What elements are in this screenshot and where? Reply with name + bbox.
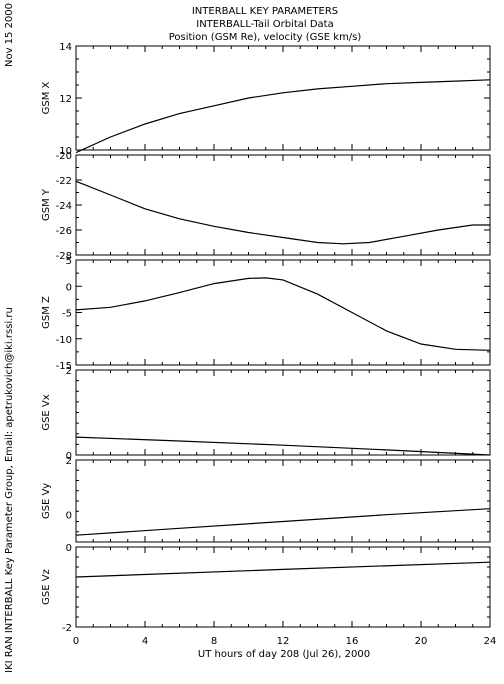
y-tick-label: 14 xyxy=(59,42,72,53)
x-tick-label: 20 xyxy=(415,636,428,647)
series-line xyxy=(75,508,491,536)
y-axis-label: GSE Vz xyxy=(41,569,52,605)
x-tick-label: 4 xyxy=(142,636,148,647)
y-tick-label: 0 xyxy=(66,543,72,554)
y-tick-label: 2 xyxy=(66,456,72,467)
x-axis-label: UT hours of day 208 (Jul 26), 2000 xyxy=(198,649,370,660)
panel-frame xyxy=(75,459,491,543)
y-tick-label: -28 xyxy=(56,251,72,262)
series-line xyxy=(75,277,491,351)
y-tick-label: -20 xyxy=(56,151,72,162)
y-tick-label: 10 xyxy=(59,146,72,157)
y-tick-label: 12 xyxy=(59,94,72,105)
y-tick-label: -22 xyxy=(56,176,72,187)
title-line-2: INTERBALL-Tail Orbital Data xyxy=(196,19,333,30)
x-tick-label: 16 xyxy=(346,636,359,647)
y-tick-label: 0 xyxy=(66,451,72,462)
panel-5: 0 2 GSE Vy xyxy=(41,456,491,543)
title-line-1: INTERBALL KEY PARAMETERS xyxy=(192,6,338,17)
panel-4: 0 2 GSE Vx xyxy=(41,366,491,462)
series-line xyxy=(75,79,491,154)
y-axis-label: GSM Z xyxy=(41,296,52,329)
panel-3: -15 -10 -5 0 5 GSM Z xyxy=(41,256,491,372)
y-tick-label: -5 xyxy=(62,309,72,320)
panel-6: -2 0 GSE Vz xyxy=(41,543,491,634)
panel-frame xyxy=(75,369,491,456)
x-tick-label: 12 xyxy=(277,636,290,647)
series-line xyxy=(75,180,490,245)
panel-frame xyxy=(75,154,491,256)
y-tick-label: -10 xyxy=(56,335,72,346)
y-axis-label: GSM Y xyxy=(41,188,52,221)
y-axis-label: GSE Vy xyxy=(41,483,52,519)
y-tick-label: 5 xyxy=(66,256,72,267)
x-tick-label: 8 xyxy=(211,636,217,647)
series-line xyxy=(75,561,491,578)
y-tick-label: 0 xyxy=(66,511,72,522)
y-axis-label: GSM X xyxy=(41,81,52,114)
y-tick-label: -2 xyxy=(62,623,72,634)
y-tick-label: -24 xyxy=(56,201,72,212)
series-line xyxy=(75,436,491,456)
side-date-label: Nov 15 2000 xyxy=(4,3,15,67)
y-tick-label: -26 xyxy=(56,226,72,237)
title-line-3: Position (GSM Re), velocity (GSE km/s) xyxy=(169,32,362,43)
y-tick-label: -15 xyxy=(56,361,72,372)
side-credit-label: IKI RAN INTERBALL Key Parameter Group, E… xyxy=(4,307,15,673)
panel-frame xyxy=(75,546,491,628)
figure-title: INTERBALL KEY PARAMETERS INTERBALL-Tail … xyxy=(169,6,362,43)
panel-1: 10 12 14 GSM X xyxy=(41,42,491,157)
panel-frame xyxy=(75,259,491,366)
y-axis-label: GSE Vx xyxy=(41,394,52,430)
x-tick-label: 24 xyxy=(484,636,497,647)
x-tick-label: 0 xyxy=(73,636,79,647)
panel-frame xyxy=(75,45,491,151)
y-tick-label: 0 xyxy=(66,282,72,293)
panel-2: -28 -26 -24 -22 -20 GSM Y xyxy=(41,151,491,262)
y-tick-label: 2 xyxy=(66,366,72,377)
